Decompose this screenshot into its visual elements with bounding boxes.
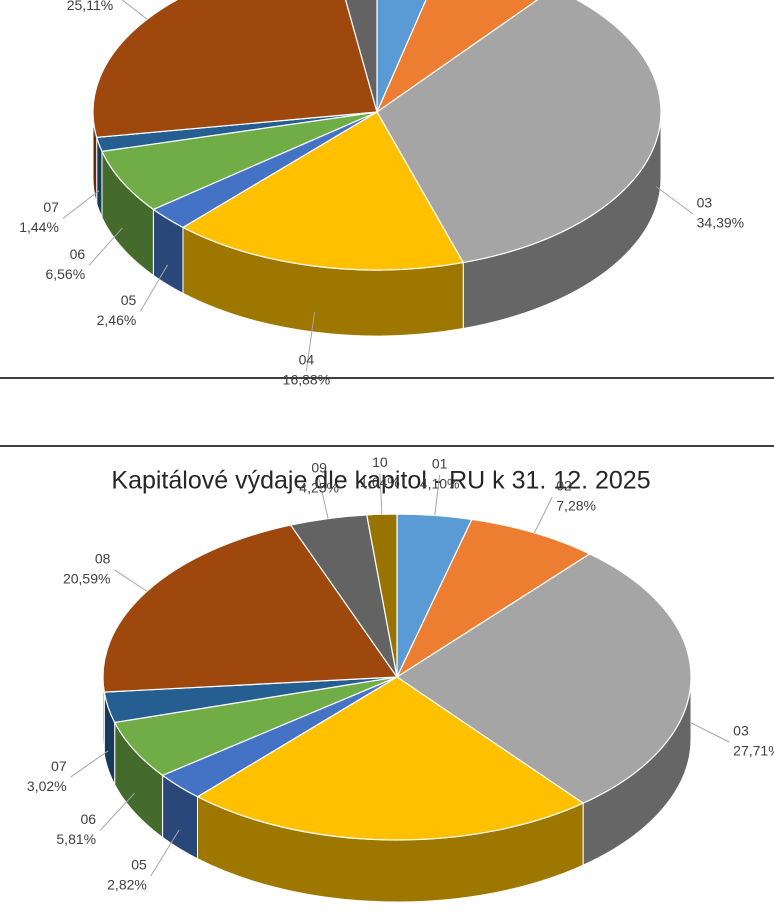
data-label-value: 4,10% xyxy=(420,476,460,492)
leader-line xyxy=(379,473,383,515)
data-label-value: 3,02% xyxy=(27,778,67,794)
leader-line xyxy=(318,478,329,519)
data-label-value: 4,25% xyxy=(299,480,339,496)
leader-line xyxy=(62,190,100,219)
data-label-value: 2,46% xyxy=(97,312,137,328)
leader-line xyxy=(434,474,441,516)
slice xyxy=(181,111,465,271)
data-label-value: 6,56% xyxy=(45,266,85,282)
data-label-category: 08 xyxy=(95,551,111,567)
data-label-category: 06 xyxy=(81,811,97,827)
slice xyxy=(376,0,662,264)
slice xyxy=(375,0,539,114)
data-label-category: 02 xyxy=(556,478,572,494)
data-label-value: 7,28% xyxy=(556,498,596,514)
leader-line xyxy=(305,312,316,371)
slice xyxy=(102,524,399,693)
data-label-category: 05 xyxy=(121,292,137,308)
data-label-value: 20,59% xyxy=(63,571,110,587)
data-label-value: 2,82% xyxy=(107,877,147,893)
slice xyxy=(395,553,692,804)
data-label-category: 01 xyxy=(432,456,448,472)
data-label-category: 04 xyxy=(299,351,315,367)
leader-line xyxy=(656,186,693,215)
slice xyxy=(196,676,585,841)
leader-line xyxy=(99,793,135,831)
data-label-category: 10 xyxy=(372,454,388,470)
data-label-category: 07 xyxy=(43,199,59,215)
data-label-category: 07 xyxy=(51,758,67,774)
data-label-value: 25,11% xyxy=(67,0,113,13)
leader-line xyxy=(70,750,109,778)
data-label-value: 1,44% xyxy=(19,219,59,235)
slice xyxy=(395,518,591,679)
data-label-category: 06 xyxy=(70,246,86,262)
data-label-value: 5,81% xyxy=(56,831,96,847)
slice xyxy=(376,0,427,113)
data-label-category: 09 xyxy=(311,460,327,476)
leader-line xyxy=(150,829,180,877)
slice xyxy=(345,0,378,113)
slice xyxy=(101,111,378,211)
data-label-value: 34,39% xyxy=(697,214,744,230)
data-label-value: 27,71% xyxy=(733,743,774,759)
data-label-category: 05 xyxy=(131,857,147,873)
data-label-value: 16,88% xyxy=(283,371,330,387)
data-label-value: 1,64% xyxy=(360,474,400,490)
leader-line xyxy=(533,496,553,534)
leader-line xyxy=(139,264,168,312)
leader-line xyxy=(88,227,123,266)
leader-line xyxy=(114,569,148,592)
leader-line xyxy=(121,0,148,20)
leader-line xyxy=(690,722,730,743)
slice xyxy=(366,513,398,678)
data-label-category: 03 xyxy=(733,723,749,739)
data-label-category: 03 xyxy=(697,194,713,210)
